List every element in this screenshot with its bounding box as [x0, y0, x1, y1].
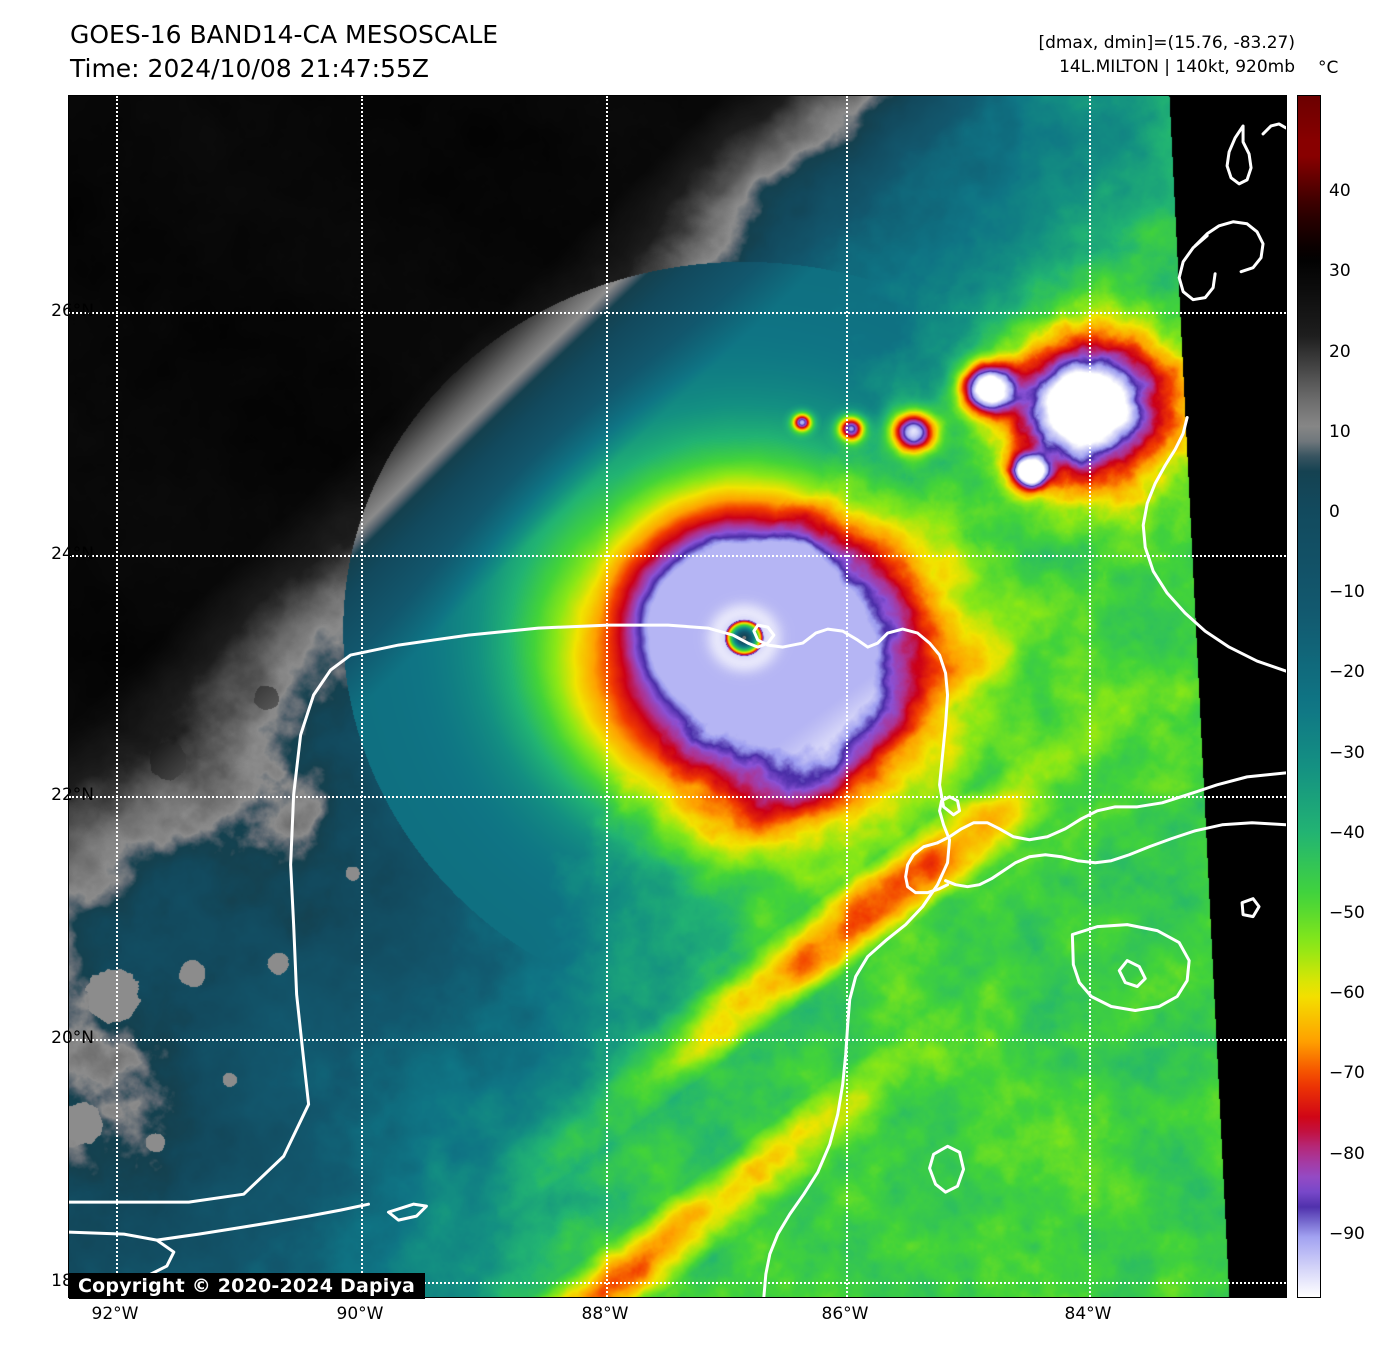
- colorbar-tick-neg50: −50: [1329, 903, 1365, 924]
- satellite-imagery-canvas: [69, 96, 1286, 1297]
- colorbar-tick-0: 0: [1329, 502, 1340, 523]
- colorbar-tick-30: 30: [1329, 261, 1351, 282]
- timestamp-label: Time: 2024/10/08 21:47:55Z: [70, 54, 429, 83]
- ytick-label-20: 20°N: [51, 1028, 94, 1048]
- page-title: GOES-16 BAND14-CA MESOSCALE: [70, 20, 499, 49]
- ytick-label-24: 24°N: [51, 544, 94, 564]
- colorbar-tick-neg70: −70: [1329, 1063, 1365, 1084]
- title-block: GOES-16 BAND14-CA MESOSCALE Time: 2024/1…: [70, 18, 498, 86]
- colorbar-tick-10: 10: [1329, 421, 1351, 442]
- storm-info-label: 14L.MILTON | 140kt, 920mb: [1059, 57, 1295, 77]
- colorbar-tick-neg20: −20: [1329, 662, 1365, 683]
- colorbar-tick-40: 40: [1329, 181, 1351, 202]
- xtick-label-90: 90°W: [336, 1304, 384, 1324]
- colorbar-tick-neg10: −10: [1329, 582, 1365, 603]
- xtick-label-84: 84°W: [1064, 1304, 1112, 1324]
- colorbar-tick-neg30: −30: [1329, 742, 1365, 763]
- xtick-label-88: 88°W: [581, 1304, 629, 1324]
- copyright-label: Copyright © 2020-2024 Dapiya: [69, 1273, 426, 1299]
- colorbar-unit-label: °C: [1318, 58, 1339, 78]
- satellite-image-plot: [68, 95, 1287, 1298]
- colorbar-tick-neg60: −60: [1329, 983, 1365, 1004]
- xtick-label-92: 92°W: [91, 1304, 139, 1324]
- xtick-label-86: 86°W: [821, 1304, 869, 1324]
- ytick-label-26: 26°N: [51, 301, 94, 321]
- colorbar-tick-20: 20: [1329, 341, 1351, 362]
- colorbar-tick-neg90: −90: [1329, 1223, 1365, 1244]
- metadata-block: [dmax, dmin]=(15.76, -83.27) 14L.MILTON …: [1038, 31, 1295, 79]
- colorbar-tick-neg40: −40: [1329, 822, 1365, 843]
- colorbar: [1297, 95, 1321, 1298]
- coastline-overlay: [69, 122, 1286, 1297]
- dmax-dmin-label: [dmax, dmin]=(15.76, -83.27): [1038, 33, 1295, 53]
- ytick-label-22: 22°N: [51, 785, 94, 805]
- colorbar-tick-neg80: −80: [1329, 1143, 1365, 1164]
- colorbar-gradient: [1297, 95, 1321, 1298]
